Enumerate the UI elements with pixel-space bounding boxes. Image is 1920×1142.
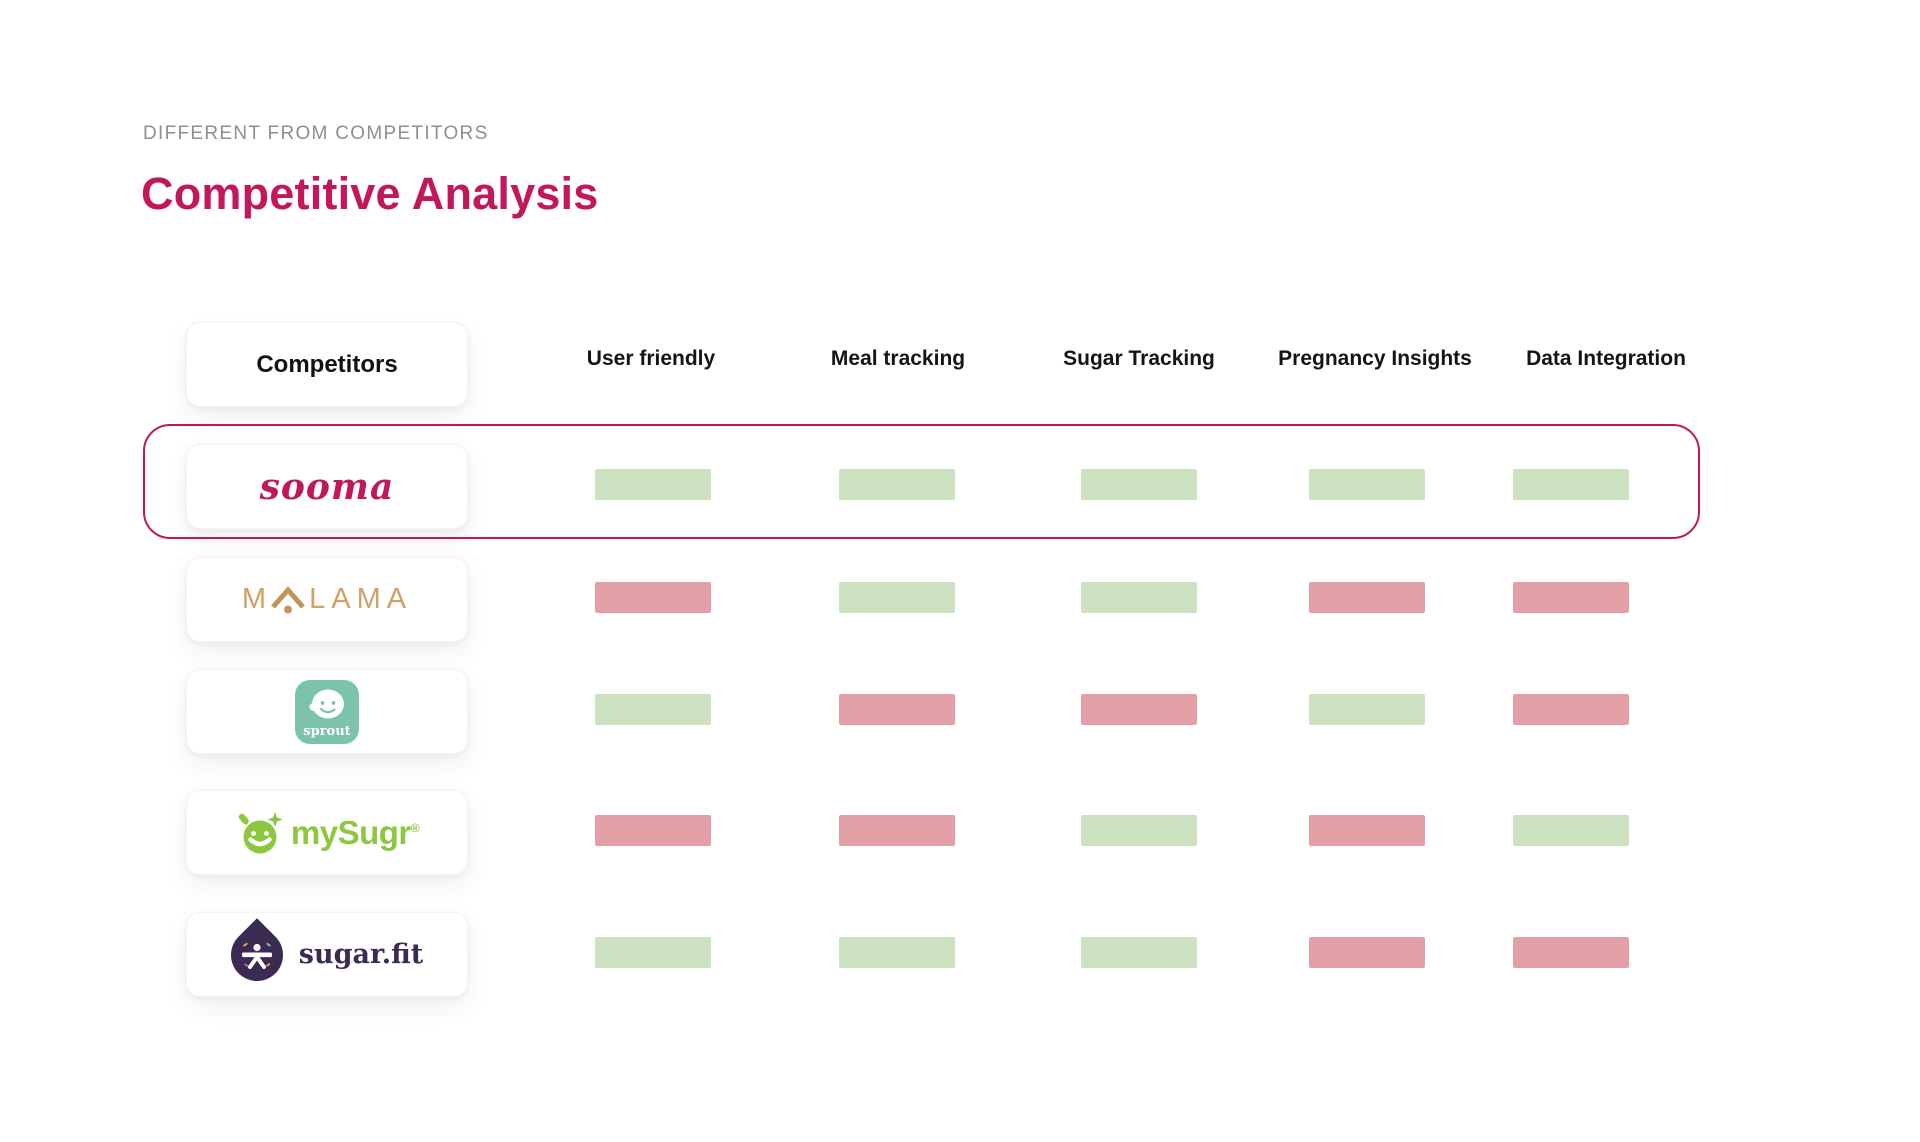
competitors-header-label: Competitors [256, 350, 398, 378]
malama-logo-suffix: LAMA [309, 583, 413, 615]
sugarfit-logo: sugar.fit [219, 917, 424, 992]
feature-bar [1081, 694, 1197, 725]
malama-roof-icon [271, 585, 305, 613]
column-header-meal-tracking: Meal tracking [830, 347, 966, 370]
feature-bar [1309, 582, 1425, 613]
sugarfit-logo-text: sugar.fit [298, 939, 424, 970]
feature-bar [1081, 937, 1197, 968]
feature-bar [1081, 469, 1197, 500]
feature-bar [839, 937, 955, 968]
column-header-sugar-tracking: Sugar Tracking [1063, 347, 1215, 370]
feature-bar [1081, 582, 1197, 613]
feature-bar [1309, 469, 1425, 500]
malama-logo-prefix: M [241, 583, 273, 615]
feature-bar [839, 469, 955, 500]
feature-bar [1309, 694, 1425, 725]
competitor-card-sooma: sooma [186, 444, 468, 529]
feature-bar [1309, 937, 1425, 968]
competitor-card-malama: M LAMA [186, 557, 468, 642]
feature-bar [595, 582, 711, 613]
column-header-user-friendly: User friendly [586, 347, 716, 370]
competitor-card-sugarfit: sugar.fit [186, 912, 468, 997]
eyebrow-label: DIFFERENT FROM COMPETITORS [143, 123, 489, 144]
registered-mark: ® [410, 820, 420, 835]
feature-bar [1513, 582, 1629, 613]
feature-bar [595, 815, 711, 846]
sprout-baby-face-icon [309, 689, 344, 718]
mysugr-logo-text: mySugr® [290, 813, 420, 851]
mysugr-logo: mySugr® [235, 810, 420, 856]
feature-bar [595, 694, 711, 725]
page-title: Competitive Analysis [141, 168, 599, 219]
sooma-logo: sooma [259, 465, 395, 508]
competitor-card-mysugr: mySugr® [186, 790, 468, 875]
column-header-pregnancy-insights: Pregnancy Insights [1278, 347, 1472, 370]
sprout-logo-text: sprout [303, 723, 351, 739]
sugarfit-drop-icon [219, 917, 294, 992]
feature-bar [1513, 469, 1629, 500]
feature-bar [839, 582, 955, 613]
competitors-header-card: Competitors [186, 322, 468, 407]
sprout-app-icon: sprout [295, 679, 359, 744]
feature-bar [1513, 815, 1629, 846]
feature-bar [1081, 815, 1197, 846]
feature-bar [1513, 937, 1629, 968]
feature-bar [1513, 694, 1629, 725]
malama-logo: M LAMA [242, 585, 412, 615]
feature-bar [839, 815, 955, 846]
competitor-card-sprout: sprout [186, 669, 468, 754]
column-header-data-integration: Data Integration [1526, 347, 1686, 370]
feature-bar [839, 694, 955, 725]
feature-bar [595, 469, 711, 500]
feature-bar [595, 937, 711, 968]
mysugr-monster-icon [238, 811, 283, 853]
feature-bar [1309, 815, 1425, 846]
